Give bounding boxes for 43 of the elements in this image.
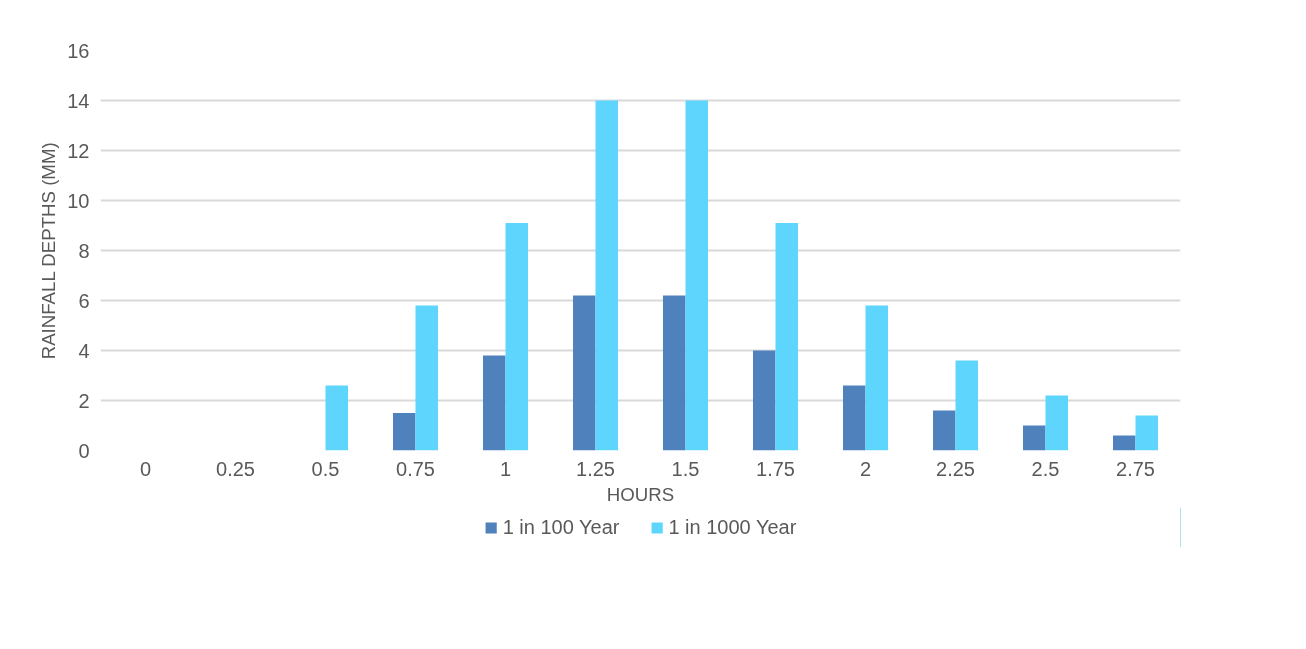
x-tick-label: 0.25 <box>216 457 255 480</box>
x-tick-label: 2.5 <box>1031 457 1060 480</box>
bar <box>1045 395 1068 451</box>
y-tick-label: 16 <box>67 39 90 62</box>
x-tick-label: 0.5 <box>311 457 340 480</box>
x-axis-title: HOURS <box>606 483 675 505</box>
bar <box>1023 425 1046 451</box>
x-tick-label: 2.25 <box>936 457 975 480</box>
y-tick-label: 4 <box>78 339 90 362</box>
legend-label: 1 in 1000 Year <box>668 515 797 539</box>
x-tick-label: 0.75 <box>396 457 435 480</box>
x-tick-label: 1 <box>499 457 512 480</box>
x-tick-label: 1.5 <box>671 457 700 480</box>
y-tick-label: 14 <box>67 89 90 112</box>
legend-label: 1 in 100 Year <box>502 515 620 539</box>
bar <box>685 100 708 451</box>
bar <box>505 223 528 451</box>
y-tick-label: 0 <box>78 439 90 462</box>
bar <box>415 305 438 451</box>
y-tick-label: 8 <box>78 239 90 262</box>
bar <box>393 413 416 451</box>
x-tick-label: 2 <box>859 457 872 480</box>
bar <box>325 385 348 451</box>
bar <box>1135 415 1158 451</box>
x-tick-label: 0 <box>139 457 152 480</box>
x-tick-label: 1.25 <box>576 457 615 480</box>
bar <box>595 100 618 451</box>
bar <box>573 295 596 451</box>
y-tick-label: 6 <box>78 289 90 312</box>
y-axis-title: RAINFALL DEPTHS (MM) <box>38 142 60 360</box>
x-tick-label: 1.75 <box>756 457 795 480</box>
y-tick-label: 10 <box>67 189 90 212</box>
bar <box>663 295 686 451</box>
bar <box>753 350 776 451</box>
bar <box>955 360 978 451</box>
bar <box>843 385 866 451</box>
x-tick-label: 2.75 <box>1116 457 1155 480</box>
bar <box>775 223 798 451</box>
bar <box>483 355 506 451</box>
bar <box>865 305 888 451</box>
y-tick-label: 12 <box>67 139 90 162</box>
bar <box>933 410 956 451</box>
y-tick-label: 2 <box>78 389 90 412</box>
